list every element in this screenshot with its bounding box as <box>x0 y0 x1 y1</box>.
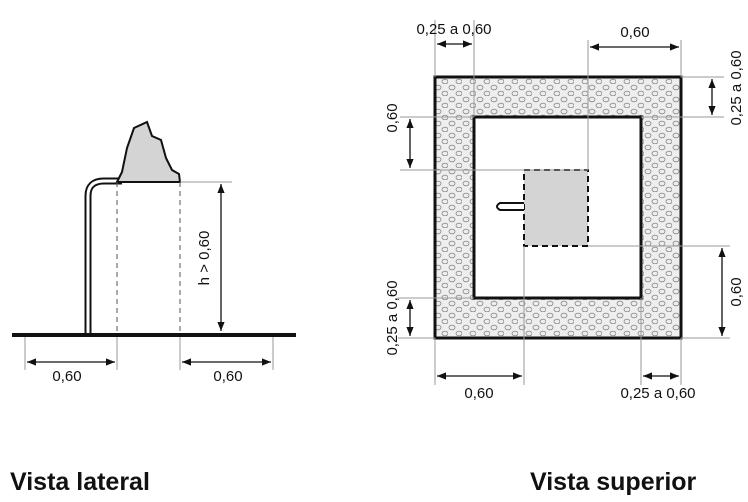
side-view: h > 0,60 0,60 0,60 Vista lateral <box>10 120 296 496</box>
dim-left-top-label: 0,60 <box>384 103 401 132</box>
dim-right-label: 0,60 <box>213 368 242 385</box>
dim-top-left-label: 0,25 a 0,60 <box>416 21 491 38</box>
side-view-caption: Vista lateral <box>10 468 150 496</box>
dim-right-bottom-label: 0,60 <box>728 277 745 306</box>
pipe-stub <box>496 202 524 211</box>
fixture-outline <box>523 169 589 247</box>
dim-bottom-right-label: 0,25 a 0,60 <box>620 385 695 402</box>
dim-left-label: 0,60 <box>52 368 81 385</box>
dim-top-right-label: 0,60 <box>620 24 649 41</box>
floor-line <box>12 333 296 337</box>
dim-bottom-left-label: 0,60 <box>464 385 493 402</box>
fixture <box>115 120 182 183</box>
height-label: h > 0,60 <box>196 231 213 286</box>
dim-left-bottom-label: 0,25 a 0,60 <box>384 280 401 355</box>
top-view-caption: Vista superior <box>530 468 697 496</box>
top-view: 0,25 a 0,60 0,60 0,25 a 0,60 0,60 0,25 a… <box>384 20 745 496</box>
dim-right-top-label: 0,25 a 0,60 <box>728 50 745 125</box>
